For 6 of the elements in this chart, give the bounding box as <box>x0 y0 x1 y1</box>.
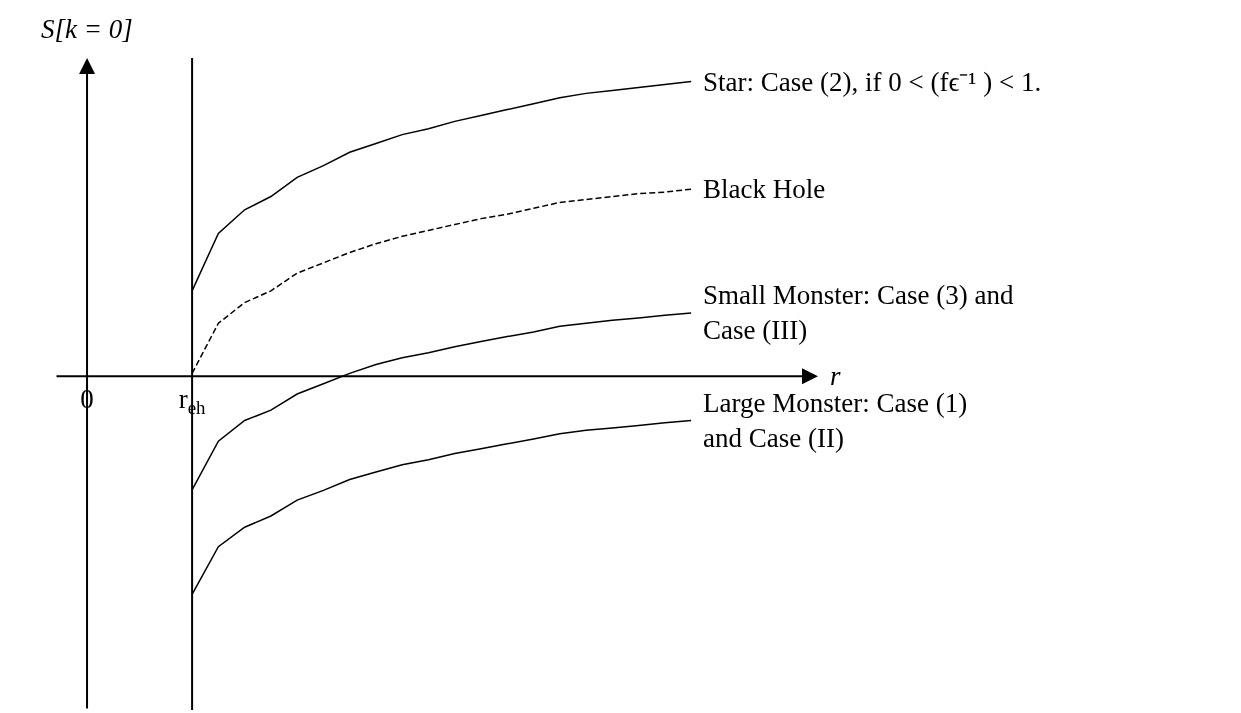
series-label: Small Monster: Case (3) and Case (III) <box>703 280 1014 346</box>
series-label: Star: Case (2), if 0 < (fϵ⁻¹ ) < 1. <box>703 67 1042 97</box>
series-label: Black Hole <box>703 174 826 204</box>
x-axis-title: r <box>830 361 841 391</box>
y-axis-title: S[k = 0] <box>41 14 133 44</box>
legend-label: Large Monster: Case (1) and Case (II) <box>703 388 968 454</box>
